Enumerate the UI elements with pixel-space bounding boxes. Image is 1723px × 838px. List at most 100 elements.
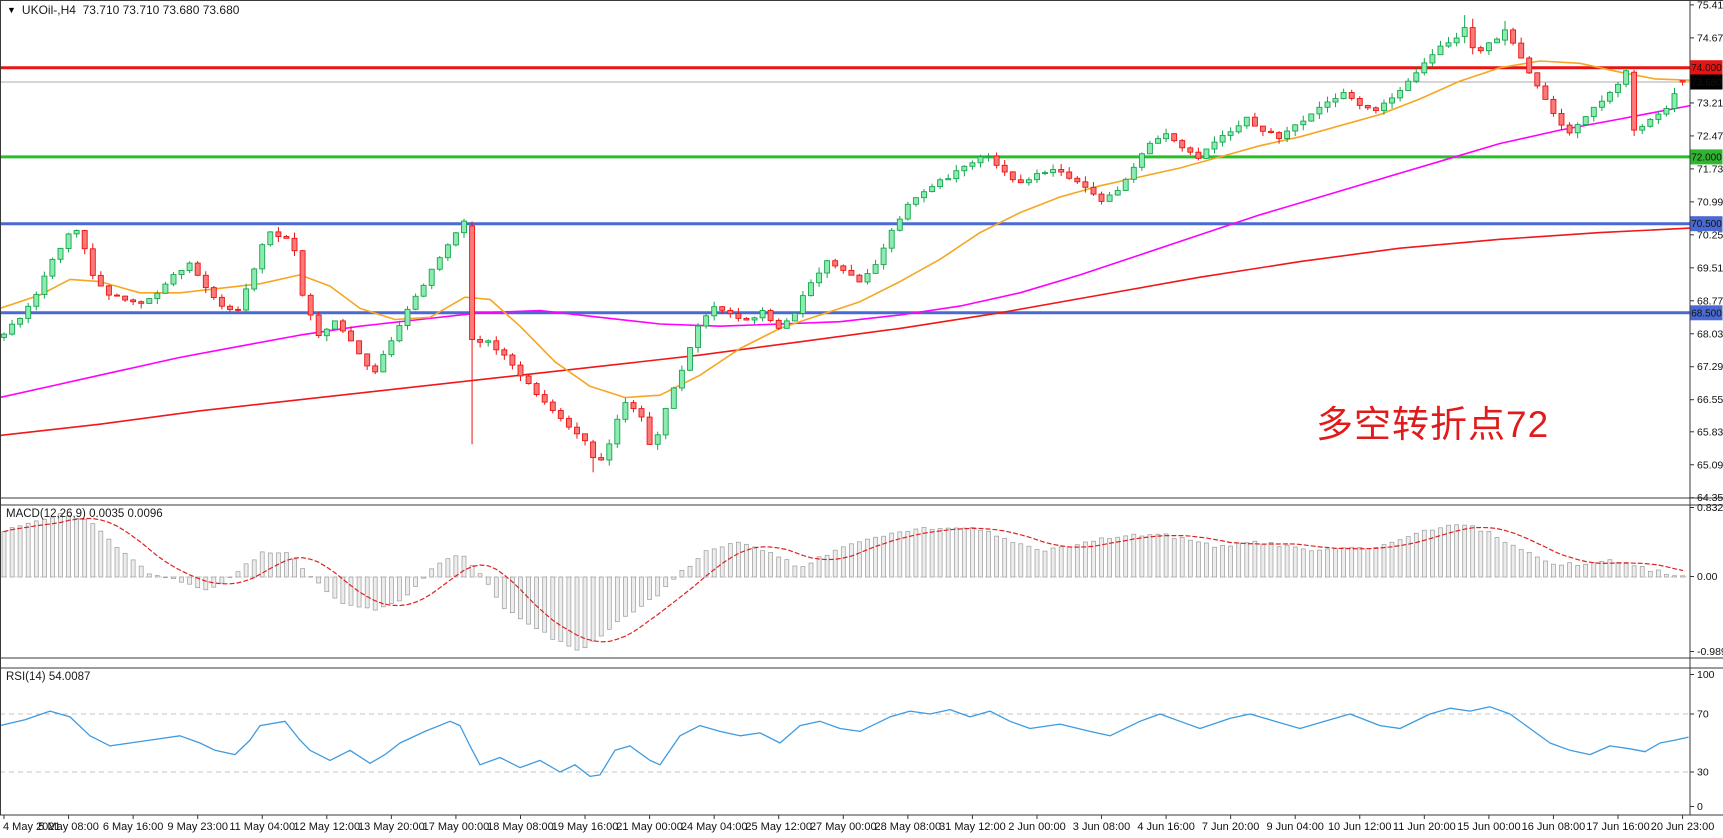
macd-histogram-bar [243, 563, 249, 578]
price-badge-label: 68.500 [1691, 308, 1722, 319]
macd-histogram-bar [1284, 544, 1290, 578]
time-label: 17 Jun 16:00 [1586, 821, 1650, 833]
macd-histogram-bar [219, 576, 225, 584]
macd-histogram-bar [445, 558, 451, 578]
macd-histogram-bar [881, 535, 886, 578]
candle [1187, 147, 1194, 153]
rsi-axis-label: 100 [1697, 669, 1715, 681]
macd-histogram-bar [542, 576, 548, 633]
candle [41, 275, 48, 295]
macd-histogram-bar [1147, 534, 1153, 578]
macd-histogram-bar [1317, 549, 1322, 578]
time-label: 13 May 20:00 [358, 821, 425, 833]
macd-histogram-bar [945, 527, 951, 578]
macd-histogram-bar [857, 541, 862, 578]
macd-histogram-bar [937, 528, 943, 578]
candle [194, 262, 201, 276]
candle [178, 270, 185, 276]
time-label: 18 May 08:00 [487, 821, 554, 833]
candle [1034, 173, 1040, 181]
candle [1195, 151, 1202, 159]
candle [937, 179, 944, 188]
macd-axis-label: -0.9897 [1697, 646, 1723, 658]
time-label: 4 Jun 16:00 [1137, 821, 1195, 833]
candle [1590, 106, 1597, 118]
time-label: 11 Jun 20:00 [1393, 821, 1456, 833]
macd-histogram-bar [1220, 545, 1225, 578]
macd-histogram-bar [267, 552, 273, 578]
candle [138, 301, 145, 304]
rsi-axis-label: 30 [1697, 767, 1709, 779]
candle [1615, 83, 1621, 93]
candle [372, 365, 379, 373]
candle [1437, 45, 1444, 56]
macd-histogram-bar [42, 518, 47, 578]
macd-histogram-bar [1341, 547, 1346, 578]
macd-histogram-bar [340, 576, 346, 604]
candle [896, 218, 903, 231]
candle [291, 237, 298, 252]
candle [420, 284, 427, 297]
candle [396, 325, 403, 342]
candle [485, 340, 492, 343]
macd-axis-layer: 0.8326 0.00 -0.9897 [1690, 502, 1723, 658]
macd-histogram-bar [1631, 565, 1637, 578]
macd-histogram-bar [106, 538, 112, 578]
candle [1122, 178, 1129, 191]
macd-histogram-bar [921, 527, 927, 578]
candle [541, 394, 548, 403]
macd-histogram-bar [1123, 535, 1129, 578]
time-label: 9 May 23:00 [167, 821, 228, 833]
candle [364, 353, 371, 367]
candle [1413, 72, 1420, 82]
candle [606, 443, 613, 461]
macd-histogram-bar [1018, 543, 1024, 578]
candle [1243, 116, 1250, 127]
macd-histogram-bar [744, 543, 749, 578]
candle [452, 232, 459, 246]
macd-histogram-bar [163, 576, 168, 578]
chevron-down-icon[interactable]: ▼ [7, 5, 16, 15]
macd-histogram-bar [1010, 542, 1016, 578]
candle [49, 258, 56, 277]
time-label: 10 Jun 12:00 [1328, 821, 1392, 833]
candle [1679, 80, 1686, 83]
candle [1025, 179, 1032, 184]
macd-histogram-bar [1438, 527, 1443, 578]
macd-histogram-bar [808, 562, 814, 578]
macd-histogram-bar [90, 523, 96, 578]
macd-histogram-bar [1510, 544, 1516, 578]
candle [775, 319, 782, 329]
candle [1340, 92, 1347, 100]
candle [186, 262, 193, 271]
candle [1542, 85, 1549, 100]
macd-histogram-bar [1, 531, 7, 578]
candle [1324, 101, 1331, 108]
candle [678, 369, 685, 389]
macd-histogram-bar [889, 532, 895, 578]
macd-histogram-bar [332, 576, 338, 599]
macd-histogram-bar [671, 576, 677, 580]
macd-histogram-bar [1430, 529, 1435, 578]
candle [1494, 38, 1500, 44]
candle [840, 265, 847, 271]
macd-histogram-bar [1607, 559, 1613, 578]
macd-histogram-bar [122, 552, 128, 578]
time-label: 7 Jun 20:00 [1202, 821, 1260, 833]
candle [501, 349, 508, 356]
candle [888, 229, 895, 249]
macd-histogram-bar [1591, 562, 1597, 578]
macd-histogram-bar [792, 565, 798, 578]
candle [1300, 120, 1307, 126]
macd-histogram-bar [74, 518, 79, 578]
macd-histogram-bar [1575, 565, 1581, 578]
candle [154, 292, 161, 300]
candle [848, 269, 855, 276]
time-label: 5 May 08:00 [38, 821, 99, 833]
candle [695, 325, 701, 348]
macd-histogram-bar [1252, 540, 1258, 578]
chart-title-bar: ▼ UKOil-,H4 73.710 73.710 73.680 73.680 [7, 3, 239, 17]
candle [218, 296, 225, 307]
macd-histogram-bar [703, 550, 709, 578]
